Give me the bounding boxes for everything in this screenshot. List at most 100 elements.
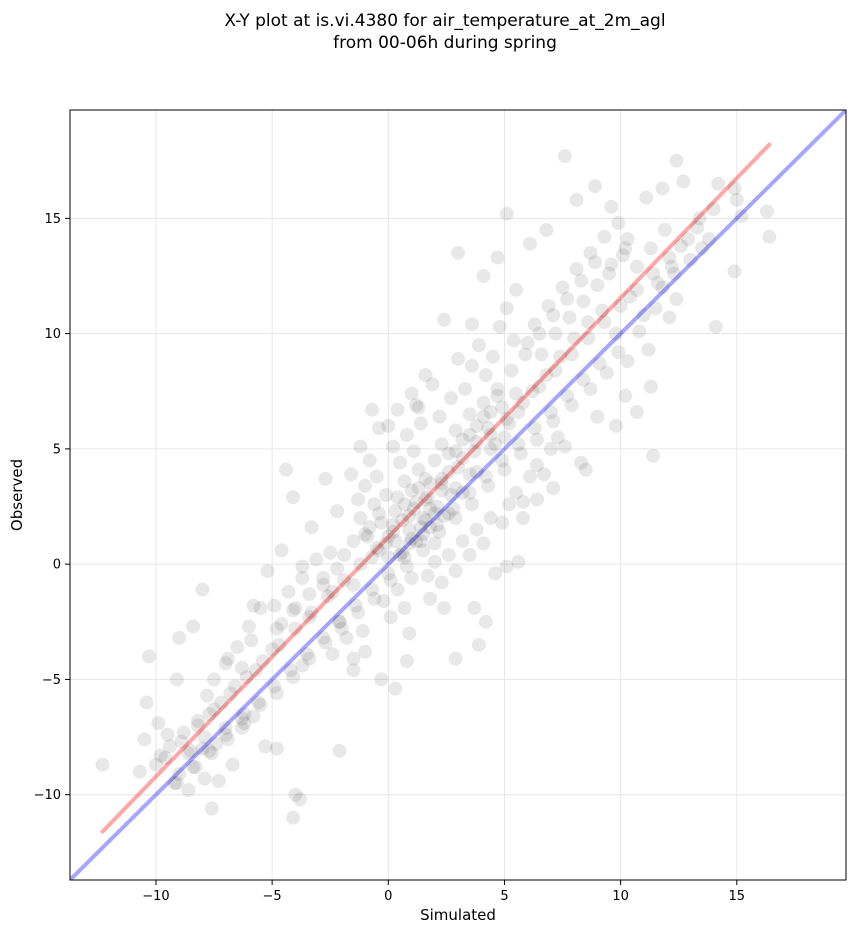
scatter-point — [434, 483, 449, 498]
scatter-point — [255, 653, 270, 668]
scatter-point — [283, 663, 298, 678]
scatter-point — [509, 282, 524, 297]
scatter-point — [646, 448, 661, 463]
x-axis-label: Simulated — [420, 906, 496, 924]
scatter-point — [181, 783, 196, 798]
scatter-point — [469, 522, 484, 537]
scatter-point — [286, 810, 301, 825]
y-tick-label: −10 — [34, 788, 61, 803]
scatter-point — [502, 416, 517, 431]
scatter-point — [448, 481, 463, 496]
scatter-point — [234, 660, 249, 675]
scatter-point — [497, 430, 512, 445]
scatter-point — [467, 600, 482, 615]
scatter-point — [664, 259, 679, 274]
scatter-point — [362, 520, 377, 535]
scatter-point — [444, 391, 459, 406]
scatter-point — [590, 278, 605, 293]
scatter-point — [592, 356, 607, 371]
scatter-point — [158, 750, 173, 765]
scatter-point — [381, 566, 396, 581]
scatter-point — [490, 388, 505, 403]
scatter-point — [420, 490, 435, 505]
scatter-point — [560, 292, 575, 307]
scatter-point — [337, 573, 352, 588]
x-tick-label: −5 — [263, 889, 282, 904]
scatter-point — [372, 506, 387, 521]
scatter-point — [729, 192, 744, 207]
scatter-point — [388, 681, 403, 696]
scatter-point — [448, 511, 463, 526]
scatter-point — [434, 575, 449, 590]
scatter-point — [448, 651, 463, 666]
scatter-point — [181, 746, 196, 761]
scatter-point — [464, 497, 479, 512]
scatter-point — [258, 739, 273, 754]
scatter-point — [462, 485, 477, 500]
scatter-point — [437, 600, 452, 615]
scatter-point — [358, 478, 373, 493]
scatter-point — [476, 268, 491, 283]
scatter-point — [608, 326, 623, 341]
scatter-point — [362, 453, 377, 468]
scatter-point — [546, 481, 561, 496]
scatter-point — [281, 584, 296, 599]
scatter-point — [372, 543, 387, 558]
scatter-point — [351, 605, 366, 620]
scatter-point — [190, 718, 205, 733]
scatter-point — [302, 651, 317, 666]
scatter-point — [237, 707, 252, 722]
scatter-point — [360, 529, 375, 544]
y-tick-label: 0 — [53, 558, 61, 573]
scatter-point — [451, 245, 465, 260]
scatter-point — [762, 229, 777, 244]
scatter-point — [190, 713, 205, 728]
scatter-point — [495, 515, 510, 530]
scatter-point — [348, 598, 363, 613]
scatter-point — [516, 511, 531, 526]
scatter-point — [148, 757, 163, 772]
scatter-point — [481, 478, 496, 493]
scatter-point — [241, 619, 256, 634]
scatter-point — [318, 471, 333, 486]
scatter-point — [434, 437, 449, 452]
scatter-point — [490, 250, 505, 265]
scatter-point — [381, 529, 396, 544]
scatter-point — [406, 444, 421, 459]
scatter-point — [376, 594, 391, 609]
scatter-point — [418, 492, 433, 507]
scatter-point — [448, 564, 463, 579]
scatter-point — [195, 741, 210, 756]
scatter-point — [499, 411, 514, 426]
scatter-point — [543, 441, 558, 456]
scatter-point — [169, 776, 184, 791]
scatter-points — [95, 149, 777, 825]
scatter-point — [523, 236, 538, 251]
scatter-point — [346, 534, 361, 549]
scatter-point — [325, 647, 340, 662]
scatter-point — [202, 707, 217, 722]
scatter-point — [441, 547, 456, 562]
scatter-point — [286, 490, 301, 505]
y-tick-label: 15 — [44, 212, 61, 227]
scatter-point — [207, 672, 222, 687]
scatter-point — [399, 428, 414, 443]
x-tick-label: −10 — [142, 889, 169, 904]
scatter-point — [553, 349, 568, 364]
scatter-point — [434, 471, 449, 486]
scatter-point — [355, 624, 370, 639]
scatter-point — [160, 727, 175, 742]
scatter-point — [464, 317, 479, 332]
scatter-point — [392, 547, 407, 562]
scatter-point — [218, 727, 233, 742]
scatter-point — [418, 471, 433, 486]
scatter-point — [365, 402, 380, 417]
scatter-point — [641, 342, 656, 357]
scatter-point — [469, 434, 484, 449]
scatter-point — [279, 462, 294, 477]
scatter-point — [402, 508, 417, 523]
scatter-point — [353, 557, 368, 572]
scatter-point — [636, 308, 651, 323]
scatter-point — [374, 515, 389, 530]
